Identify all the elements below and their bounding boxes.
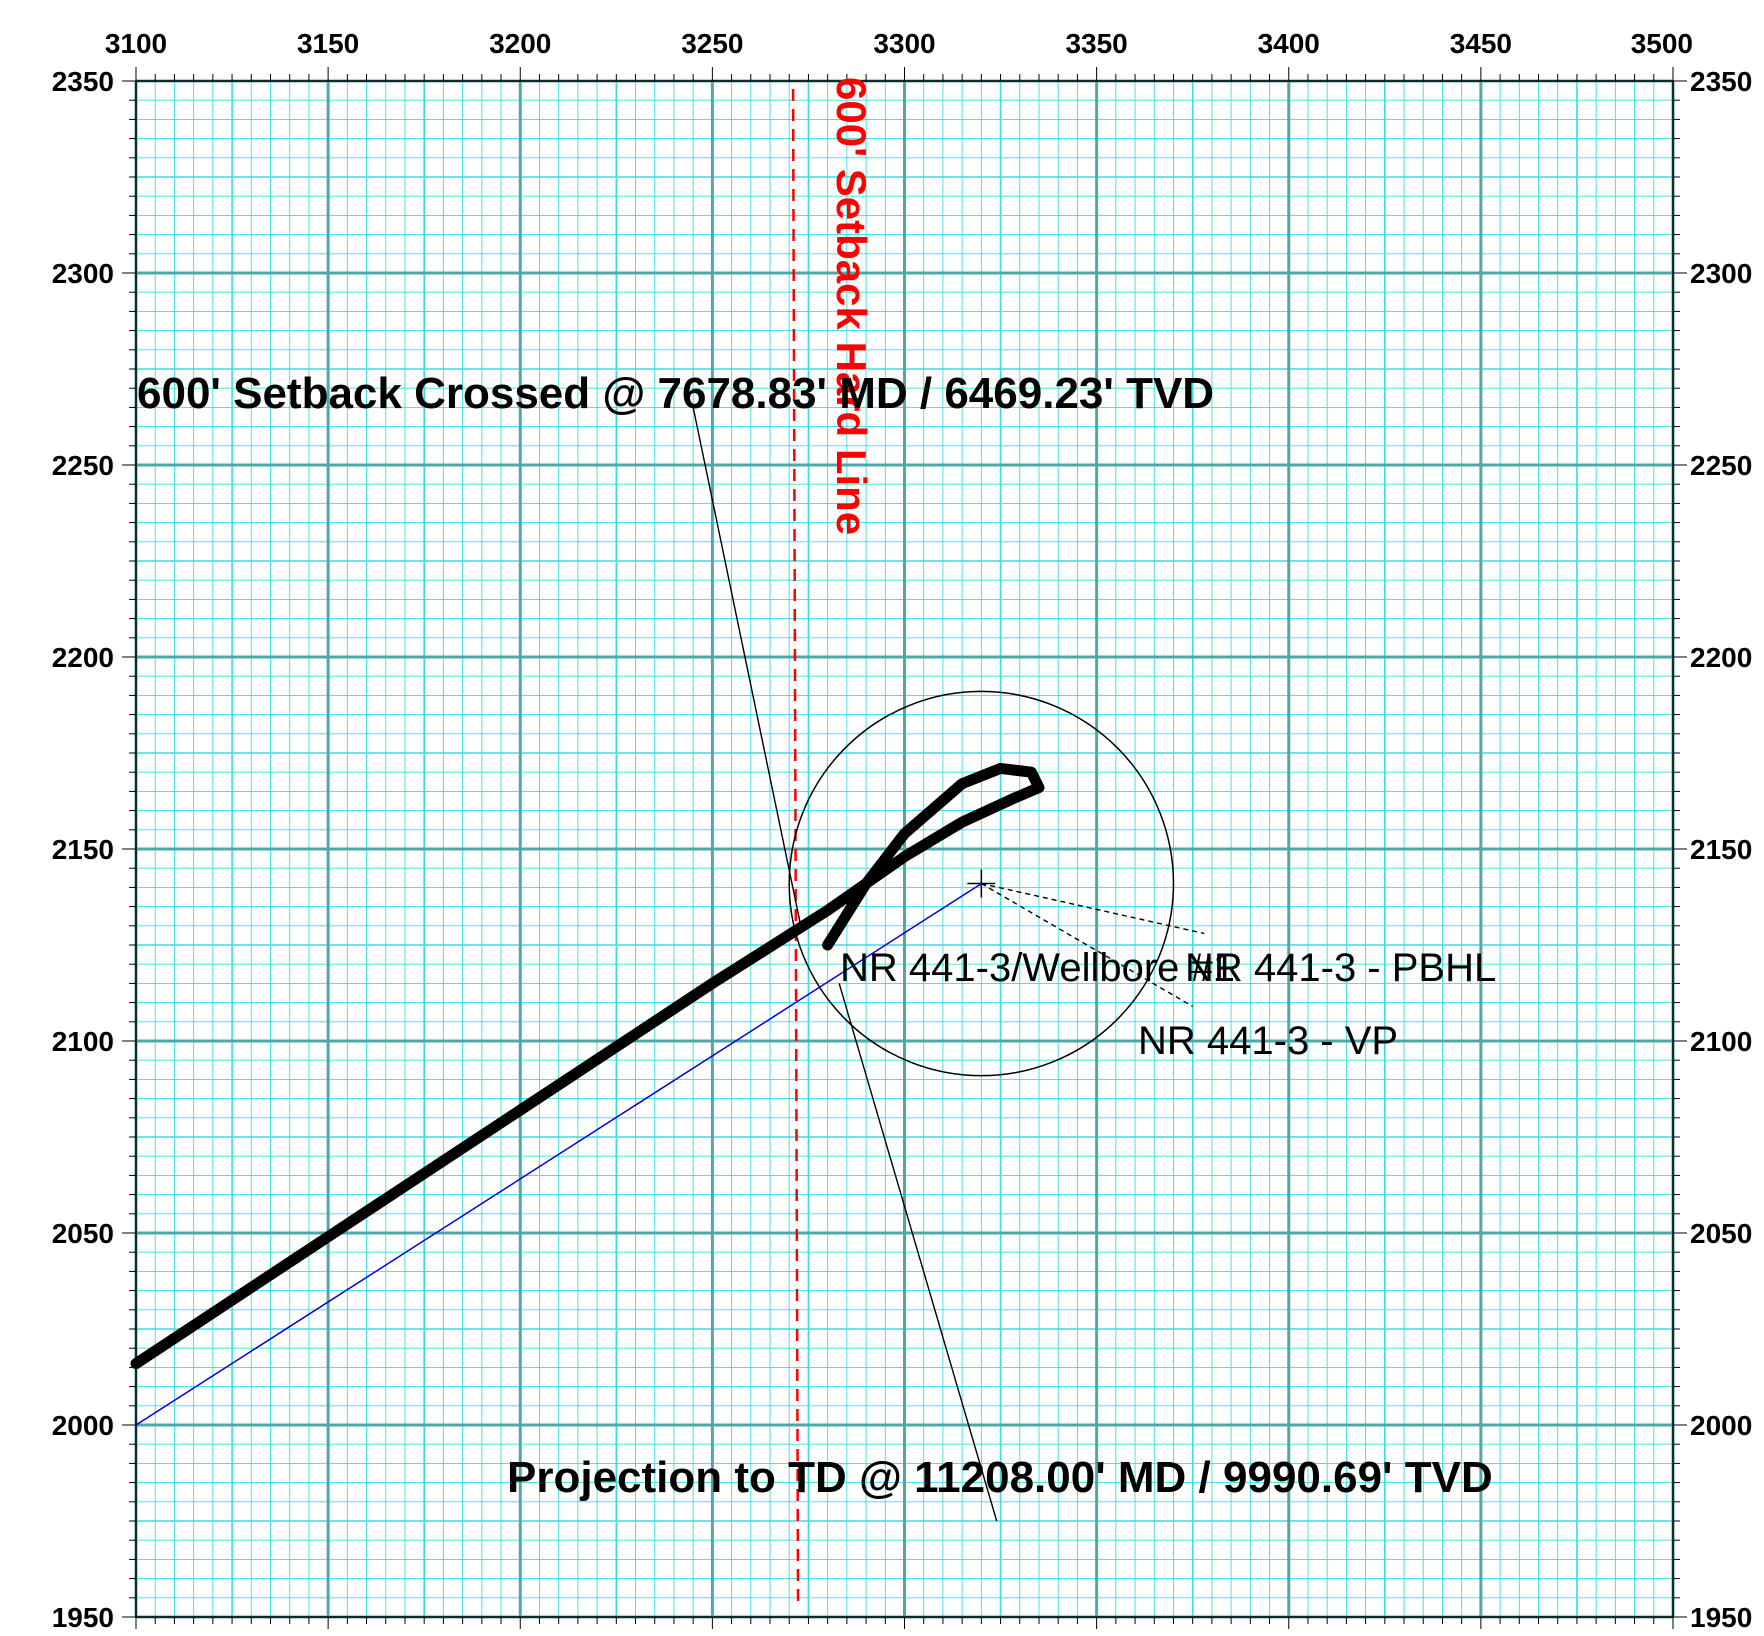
y-tick-label-right: 2000 bbox=[1690, 1410, 1752, 1441]
wellbore-label: NR 441-3/Wellbore #1 bbox=[840, 946, 1235, 990]
x-tick-label: 3100 bbox=[105, 28, 167, 59]
y-tick-label-left: 2200 bbox=[52, 642, 114, 673]
y-tick-label-left: 2000 bbox=[52, 1410, 114, 1441]
y-tick-label-right: 2200 bbox=[1690, 642, 1752, 673]
leader-line bbox=[980, 882, 1194, 1008]
vp-label: NR 441-3 - VP bbox=[1138, 1019, 1398, 1063]
leader-line bbox=[981, 882, 1205, 935]
y-tick-label-left: 2100 bbox=[52, 1026, 114, 1057]
y-tick-label-left: 2300 bbox=[52, 258, 114, 289]
x-tick-label: 3350 bbox=[1065, 28, 1127, 59]
y-tick-label-right: 2150 bbox=[1690, 834, 1752, 865]
annotation-leaders bbox=[692, 407, 1205, 1522]
y-tick-label-right: 1950 bbox=[1690, 1602, 1752, 1633]
y-tick-label-right: 2050 bbox=[1690, 1218, 1752, 1249]
pbhl-label: NR 441-3 - PBHL bbox=[1185, 946, 1496, 990]
axis-ticks bbox=[122, 67, 1687, 1629]
y-tick-label-left: 1950 bbox=[52, 1602, 114, 1633]
y-tick-label-left: 2350 bbox=[52, 66, 114, 97]
y-axis-right-labels: 2350 2300 2250 2200 2150 2100 2050 2000 1950 bbox=[1690, 66, 1752, 1633]
y-axis-left-labels: 2350 2300 2250 2200 2150 2100 2050 2000 1950 bbox=[52, 66, 114, 1633]
actual-wellbore-path bbox=[130, 762, 1045, 1370]
y-tick-label-right: 2300 bbox=[1690, 258, 1752, 289]
target-circle bbox=[788, 690, 1175, 1077]
setback-hard-line bbox=[791, 88, 800, 1610]
x-tick-label: 3250 bbox=[681, 28, 743, 59]
y-tick-label-right: 2100 bbox=[1690, 1026, 1752, 1057]
x-tick-label: 3500 bbox=[1631, 28, 1693, 59]
x-axis-top-labels: 3100 3150 3200 3250 3300 3350 3400 3450 3500 bbox=[105, 28, 1693, 59]
y-tick-label-right: 2350 bbox=[1690, 66, 1752, 97]
leader-line bbox=[692, 407, 802, 926]
y-tick-label-right: 2250 bbox=[1690, 450, 1752, 481]
x-tick-label: 3450 bbox=[1450, 28, 1512, 59]
y-tick-label-left: 2050 bbox=[52, 1218, 114, 1249]
x-tick-label: 3150 bbox=[297, 28, 359, 59]
x-tick-label: 3300 bbox=[873, 28, 935, 59]
plot-frame bbox=[135, 80, 1674, 1618]
projection-annotation: Projection to TD @ 11208.00' MD / 9990.6… bbox=[507, 1453, 1493, 1502]
setback-line-label: 600' Setback Hard Line bbox=[828, 77, 875, 535]
y-tick-label-left: 2250 bbox=[52, 450, 114, 481]
y-tick-label-left: 2150 bbox=[52, 834, 114, 865]
x-tick-label: 3200 bbox=[489, 28, 551, 59]
setback-crossed-annotation: 600' Setback Crossed @ 7678.83' MD / 646… bbox=[137, 369, 1214, 418]
plan-path-line bbox=[135, 882, 982, 1426]
x-tick-label: 3400 bbox=[1258, 28, 1320, 59]
leader-line bbox=[838, 983, 998, 1522]
